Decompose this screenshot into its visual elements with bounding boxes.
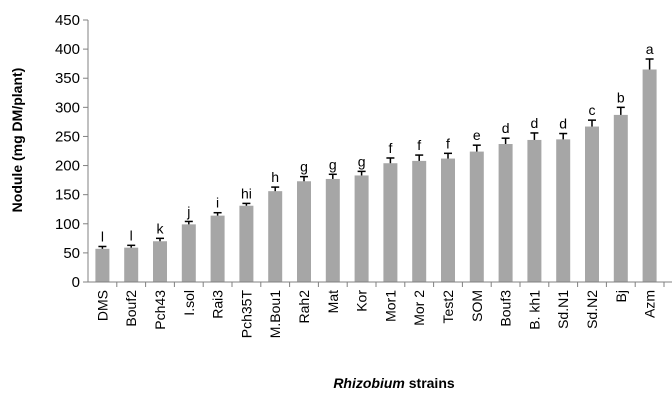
- bar: [325, 178, 340, 282]
- significance-letter: g: [358, 153, 366, 169]
- significance-letter: j: [186, 203, 190, 219]
- y-tick-label: 250: [55, 128, 80, 145]
- category-label: Rai3: [210, 290, 226, 319]
- bar: [556, 139, 571, 282]
- category-label: M.Bou1: [267, 290, 283, 338]
- category-label: Sd.N2: [584, 290, 600, 329]
- bar: [124, 247, 139, 282]
- category-label: Mor1: [382, 290, 398, 322]
- y-tick-label: 300: [55, 99, 80, 116]
- bars: l l k j i hi h g g g f f f e d d d c b a: [95, 41, 657, 283]
- category-label: Pch35T: [238, 290, 254, 339]
- x-axis-label-rest: strains: [405, 375, 455, 391]
- y-tick-label: 400: [55, 41, 80, 58]
- category-label: Rah2: [296, 290, 312, 324]
- bar: [527, 139, 542, 282]
- significance-letter: b: [617, 89, 625, 105]
- category-label: Bouf3: [498, 290, 514, 327]
- category-label: Test2: [440, 290, 456, 324]
- significance-letter: g: [300, 159, 308, 175]
- category-label: Azm: [642, 290, 658, 318]
- significance-letter: l: [101, 228, 104, 244]
- bar: [297, 181, 311, 282]
- category-label: DMS: [94, 290, 110, 321]
- bar: [383, 163, 398, 282]
- category-label: SOM: [469, 290, 485, 322]
- bar: [469, 151, 484, 282]
- bar: [613, 114, 628, 282]
- significance-letter: g: [329, 156, 337, 172]
- category-label: Sd.N1: [555, 290, 571, 329]
- y-tick-label: 200: [55, 158, 80, 175]
- category-label: Mat: [325, 290, 341, 313]
- x-axis-label-italic: Rhizobium: [333, 375, 405, 391]
- significance-letter: a: [646, 41, 654, 57]
- category-label: I.sol: [181, 290, 197, 316]
- bar: [441, 158, 455, 282]
- category-label: B. kh1: [526, 290, 542, 330]
- bar: [181, 224, 196, 282]
- y-tick-label: 450: [55, 12, 80, 29]
- significance-letter: f: [388, 140, 392, 156]
- significance-letter: f: [417, 137, 421, 153]
- y-tick-label: 0: [72, 274, 80, 291]
- y-tick-label: 50: [63, 245, 80, 262]
- bar: [239, 205, 254, 282]
- bar: [268, 191, 283, 282]
- y-tick-label: 100: [55, 216, 80, 233]
- significance-letter: d: [502, 120, 510, 136]
- significance-letter: l: [130, 227, 133, 243]
- bar: [153, 241, 167, 282]
- bar: [95, 248, 110, 282]
- bar: [642, 69, 657, 282]
- category-label: Kor: [354, 290, 370, 312]
- bar: [210, 215, 225, 282]
- significance-letter: h: [271, 169, 279, 185]
- significance-letter: i: [216, 195, 219, 211]
- category-label: Bj: [613, 290, 629, 302]
- significance-letter: d: [559, 116, 567, 132]
- category-label: Mor 2: [411, 290, 427, 326]
- y-axis-label: Nodule (mg DM/plant): [9, 68, 25, 213]
- category-label: Pch43: [152, 290, 168, 330]
- significance-letter: f: [446, 135, 450, 151]
- y-axis: 0 50 100 150 200 250 300 350 400 450: [55, 12, 89, 291]
- bar: [354, 175, 369, 282]
- significance-letter: d: [531, 115, 539, 131]
- bar: [412, 160, 427, 282]
- significance-letter: c: [589, 102, 596, 118]
- x-axis-label: Rhizobium strains: [333, 375, 455, 391]
- significance-letter: hi: [241, 185, 252, 201]
- bar: [585, 126, 599, 283]
- category-label: Bouf2: [123, 290, 139, 327]
- y-tick-label: 350: [55, 70, 80, 87]
- significance-letter: e: [473, 127, 481, 143]
- x-axis: DMS Bouf2 Pch43 I.sol Rai3 Pch35T M.Bou1 Rah2 Ma…: [88, 281, 672, 339]
- bar: [498, 144, 513, 282]
- significance-letter: k: [157, 220, 165, 236]
- y-tick-label: 150: [55, 187, 80, 204]
